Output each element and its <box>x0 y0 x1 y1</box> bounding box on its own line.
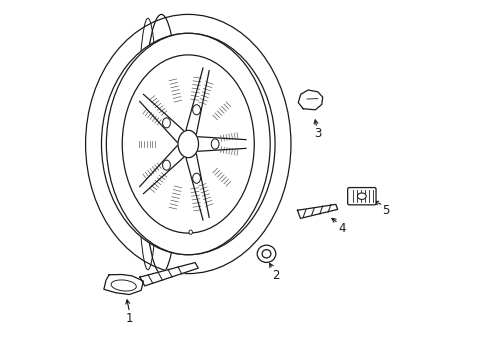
Polygon shape <box>140 262 198 286</box>
Polygon shape <box>298 90 322 110</box>
Text: 5: 5 <box>382 204 389 217</box>
Ellipse shape <box>178 130 198 158</box>
Ellipse shape <box>122 55 254 233</box>
Ellipse shape <box>357 193 366 199</box>
Ellipse shape <box>262 250 270 258</box>
Ellipse shape <box>102 33 274 255</box>
Text: 2: 2 <box>272 269 280 282</box>
Ellipse shape <box>163 160 170 170</box>
Ellipse shape <box>192 173 200 183</box>
Text: 4: 4 <box>338 222 346 235</box>
Polygon shape <box>103 275 143 294</box>
Ellipse shape <box>188 230 192 234</box>
Ellipse shape <box>192 105 200 115</box>
Ellipse shape <box>163 118 170 128</box>
Ellipse shape <box>257 245 275 262</box>
FancyBboxPatch shape <box>347 188 375 205</box>
Polygon shape <box>297 204 337 219</box>
Ellipse shape <box>211 139 219 149</box>
Text: 1: 1 <box>125 312 133 325</box>
Ellipse shape <box>106 33 270 255</box>
Text: 3: 3 <box>313 127 321 140</box>
